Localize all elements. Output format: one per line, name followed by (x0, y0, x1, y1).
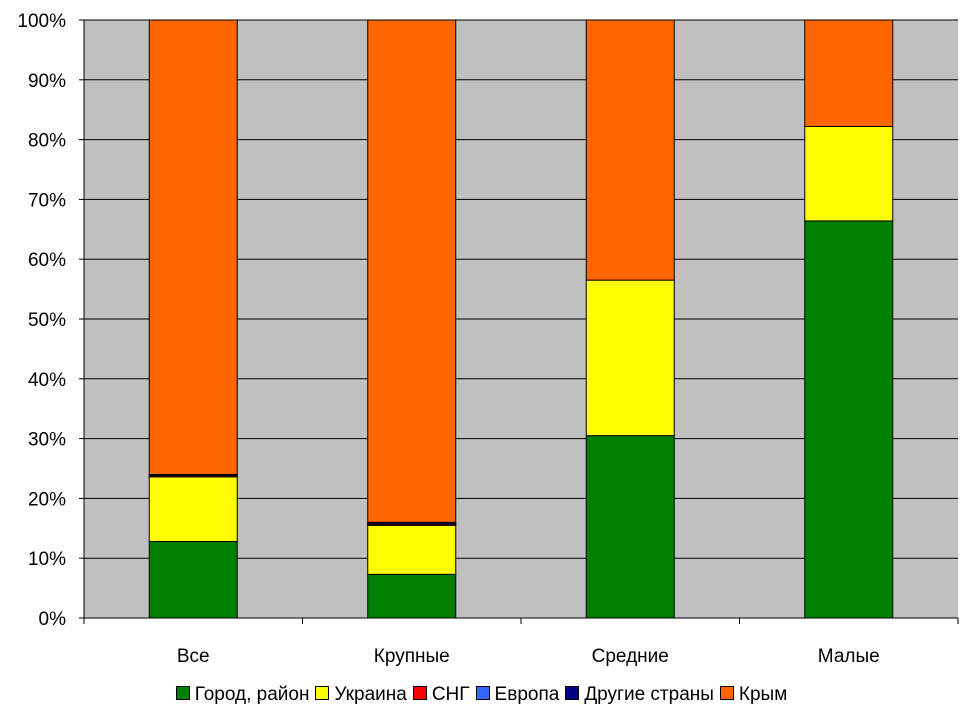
tick-labels: 0% 10% 20% 30% 40% 50% 60% 70% 80% 90% 100% Все Круп… (17, 11, 879, 667)
legend-swatch (475, 686, 490, 700)
y-tick-label: 50% (28, 310, 66, 331)
bar-segment (585, 279, 675, 437)
legend-swatch (315, 686, 330, 700)
bar-segment (148, 540, 238, 619)
legend-label: Другие страны (584, 684, 714, 705)
legend-label: Украина (334, 684, 407, 705)
bar-segment (585, 435, 675, 619)
bar-segment (804, 220, 894, 619)
y-tick-label: 20% (28, 489, 66, 510)
bar-segment (367, 524, 457, 575)
y-tick-label: 40% (28, 370, 66, 391)
bar-segment (148, 476, 238, 542)
y-tick-label: 0% (39, 609, 67, 630)
stacked-bar-chart: 0% 10% 20% 30% 40% 50% 60% 70% 80% 90% 100% Все Круп… (17, 11, 959, 667)
y-tick-label: 80% (28, 131, 66, 152)
y-tick-label: 60% (28, 250, 66, 271)
bar-segment (367, 19, 457, 523)
bar-segment (804, 19, 894, 127)
y-tick-label: 100% (17, 11, 66, 32)
legend-item: Другие страны (565, 684, 714, 706)
y-tick-label: 70% (28, 190, 66, 211)
x-tick-label: Все (177, 646, 210, 667)
bars-group (148, 19, 894, 619)
legend-swatch (719, 686, 734, 700)
legend-item: СНГ (412, 684, 470, 706)
legend-label: Европа (494, 684, 560, 705)
axes-group (79, 19, 959, 624)
legend-item: Город, район (175, 684, 310, 706)
legend-item: Европа (475, 684, 560, 706)
legend-label: Город, район (194, 684, 310, 705)
bar-segment (585, 19, 675, 281)
y-tick-label: 10% (28, 549, 66, 570)
x-tick-label: Малые (818, 646, 880, 667)
legend-item: Крым (719, 684, 788, 706)
bar-segment (148, 19, 238, 475)
legend-swatch (412, 686, 427, 700)
legend-label: Крым (738, 684, 788, 705)
bar-segment (367, 573, 457, 619)
x-tick-label: Средние (592, 646, 669, 667)
legend-swatch (175, 686, 190, 700)
chart-legend: Город, район Украина СНГ Европа Другие стран… (0, 684, 963, 706)
y-tick-label: 30% (28, 430, 66, 451)
y-tick-label: 90% (28, 71, 66, 92)
legend-swatch (565, 686, 580, 700)
bar-segment (804, 125, 894, 222)
x-tick-label: Крупные (374, 646, 450, 667)
legend-item: Украина (315, 684, 407, 706)
legend-label: СНГ (431, 684, 470, 705)
